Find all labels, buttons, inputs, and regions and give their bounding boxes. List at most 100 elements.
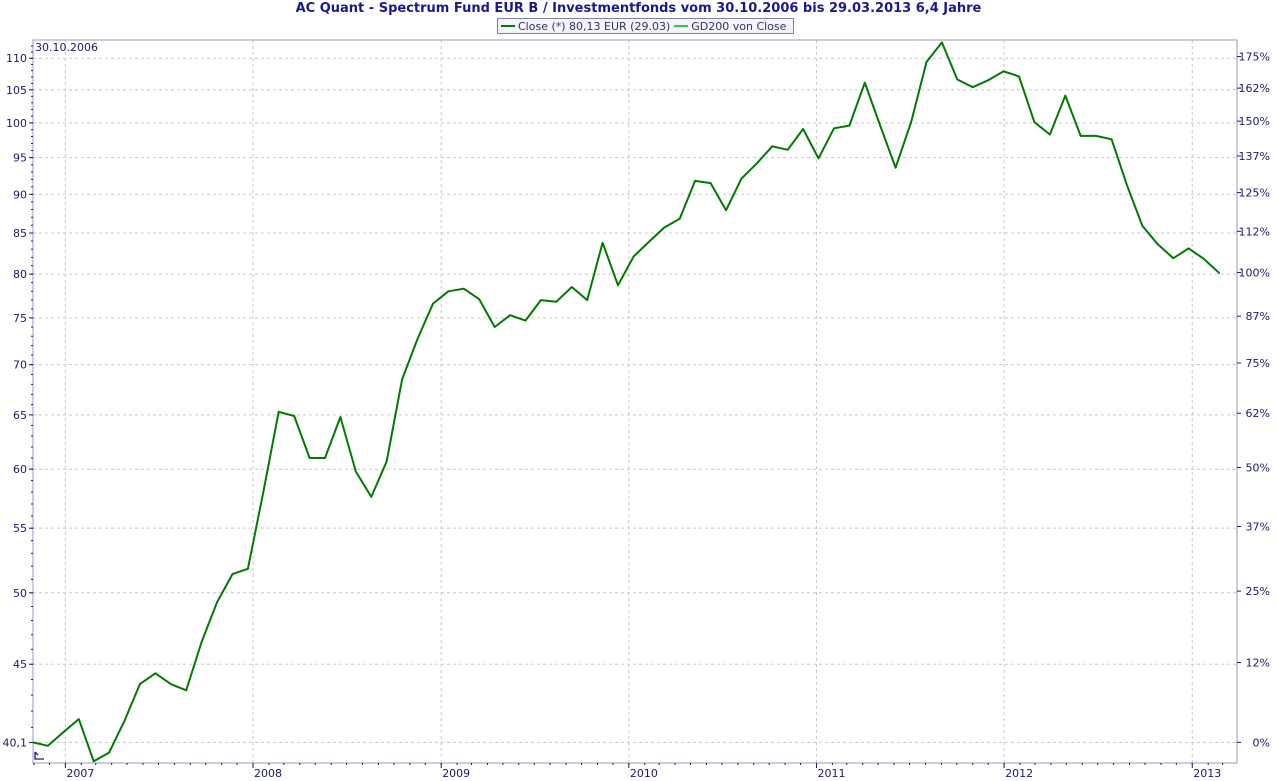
y-right-tick-label: 25% — [1246, 585, 1270, 598]
y-right-tick-label: 87% — [1246, 310, 1270, 323]
data-point — [1080, 135, 1082, 137]
data-point — [1064, 95, 1066, 97]
data-point — [663, 226, 665, 229]
y-left-tick-label: 90 — [13, 188, 27, 201]
y-left-tick-label: 65 — [13, 409, 27, 422]
data-point — [725, 209, 727, 211]
y-right-tick-label: 125% — [1239, 187, 1270, 200]
data-point — [632, 256, 635, 258]
y-left-tick-label: 60 — [13, 463, 27, 476]
plot-frame — [32, 39, 1238, 764]
data-point — [787, 149, 789, 151]
legend-item-gd200: GD200 von Close — [674, 20, 786, 33]
data-point — [123, 720, 126, 722]
axis-layer: 110 105 100 95 90 85 80 75 70 65 60 55 50 45 40,1 175% 1… — [3, 45, 1270, 780]
data-point — [355, 470, 357, 473]
data-point — [185, 689, 187, 691]
data-point — [309, 457, 311, 459]
y-right-tick-label: 12% — [1246, 657, 1270, 670]
data-point — [386, 460, 388, 462]
data-point — [524, 320, 527, 322]
y-left-tick-label: 70 — [13, 359, 27, 372]
y-right-tick-label: 137% — [1239, 150, 1270, 163]
x-tick-label: 2008 — [254, 767, 282, 780]
data-point — [62, 731, 64, 733]
data-point — [1126, 184, 1128, 186]
data-point — [679, 218, 681, 220]
grid-layer — [33, 40, 1237, 763]
data-point — [833, 127, 835, 129]
data-point — [1141, 225, 1143, 227]
data-point — [771, 145, 773, 147]
data-point — [817, 157, 820, 159]
y-right-tick-label: 37% — [1246, 520, 1270, 533]
data-point — [108, 752, 110, 754]
y-left-tick-label: 40,1 — [3, 736, 28, 749]
data-point — [879, 125, 881, 127]
data-point — [694, 180, 696, 182]
legend: Close (*) 80,13 EUR (29.03) GD200 von Cl… — [497, 18, 795, 34]
chart-title: AC Quant - Spectrum Fund EUR B / Investm… — [295, 1, 982, 16]
y-right-tick-label: 75% — [1246, 357, 1270, 370]
data-point — [370, 496, 372, 498]
data-point — [1157, 243, 1159, 245]
y-left-tick-label: 45 — [13, 658, 27, 671]
data-point — [848, 125, 851, 127]
y-right-tick-label: 162% — [1239, 82, 1270, 95]
y-left-tick-label: 100 — [6, 117, 27, 130]
data-point — [756, 162, 758, 164]
data-point — [278, 411, 280, 413]
data-point — [447, 290, 449, 292]
data-point — [1203, 258, 1205, 260]
data-point — [432, 303, 434, 305]
data-point — [463, 288, 465, 290]
y-left-tick-label: 105 — [6, 84, 27, 97]
legend-item-close: Close (*) 80,13 EUR (29.03) — [501, 20, 670, 33]
y-left-tick-label: 95 — [13, 152, 27, 165]
y-right-tick-label: 0% — [1253, 736, 1270, 749]
y-right-tick-label: 112% — [1239, 225, 1270, 238]
legend-label-gd200: GD200 von Close — [691, 19, 787, 33]
data-point — [555, 301, 557, 303]
zoom-handle-icon[interactable] — [34, 751, 44, 760]
legend-swatch-gd200 — [674, 25, 689, 27]
y-right-tick-label: 100% — [1239, 266, 1270, 279]
legend-label-close: Close (*) 80,13 EUR (29.03) — [518, 19, 671, 33]
data-point — [571, 286, 573, 288]
data-point — [895, 167, 897, 169]
data-point — [78, 718, 80, 720]
data-point — [1172, 257, 1174, 259]
data-point — [1218, 272, 1221, 274]
data-point — [154, 672, 156, 674]
y-left-tick-label: 50 — [13, 587, 27, 600]
data-point — [494, 326, 496, 328]
data-point — [648, 241, 650, 243]
data-point — [956, 78, 958, 81]
data-point — [478, 298, 480, 300]
data-point — [617, 284, 619, 286]
x-tick-label: 2013 — [1193, 767, 1221, 780]
data-point — [139, 683, 141, 685]
y-left-tick-label: 75 — [13, 312, 27, 325]
y-left-tick-label: 80 — [13, 268, 27, 281]
y-right-tick-label: 62% — [1246, 407, 1270, 420]
series-line-0 — [32, 41, 1221, 763]
legend-swatch-close — [501, 25, 515, 27]
y-right-tick-label: 150% — [1239, 115, 1270, 128]
series-layer — [32, 41, 1221, 763]
data-point — [262, 491, 264, 493]
data-point — [586, 299, 588, 301]
data-point — [802, 128, 804, 130]
data-point — [740, 178, 743, 180]
x-tick-label: 2011 — [817, 767, 845, 780]
data-point — [1003, 70, 1005, 72]
y-left-tick-label: 110 — [6, 52, 27, 65]
data-point — [602, 242, 604, 244]
data-point — [216, 601, 218, 604]
data-point — [416, 338, 419, 340]
x-tick-label: 2009 — [442, 767, 470, 780]
data-point — [941, 41, 943, 44]
data-point — [1018, 75, 1020, 77]
data-point — [864, 82, 866, 84]
